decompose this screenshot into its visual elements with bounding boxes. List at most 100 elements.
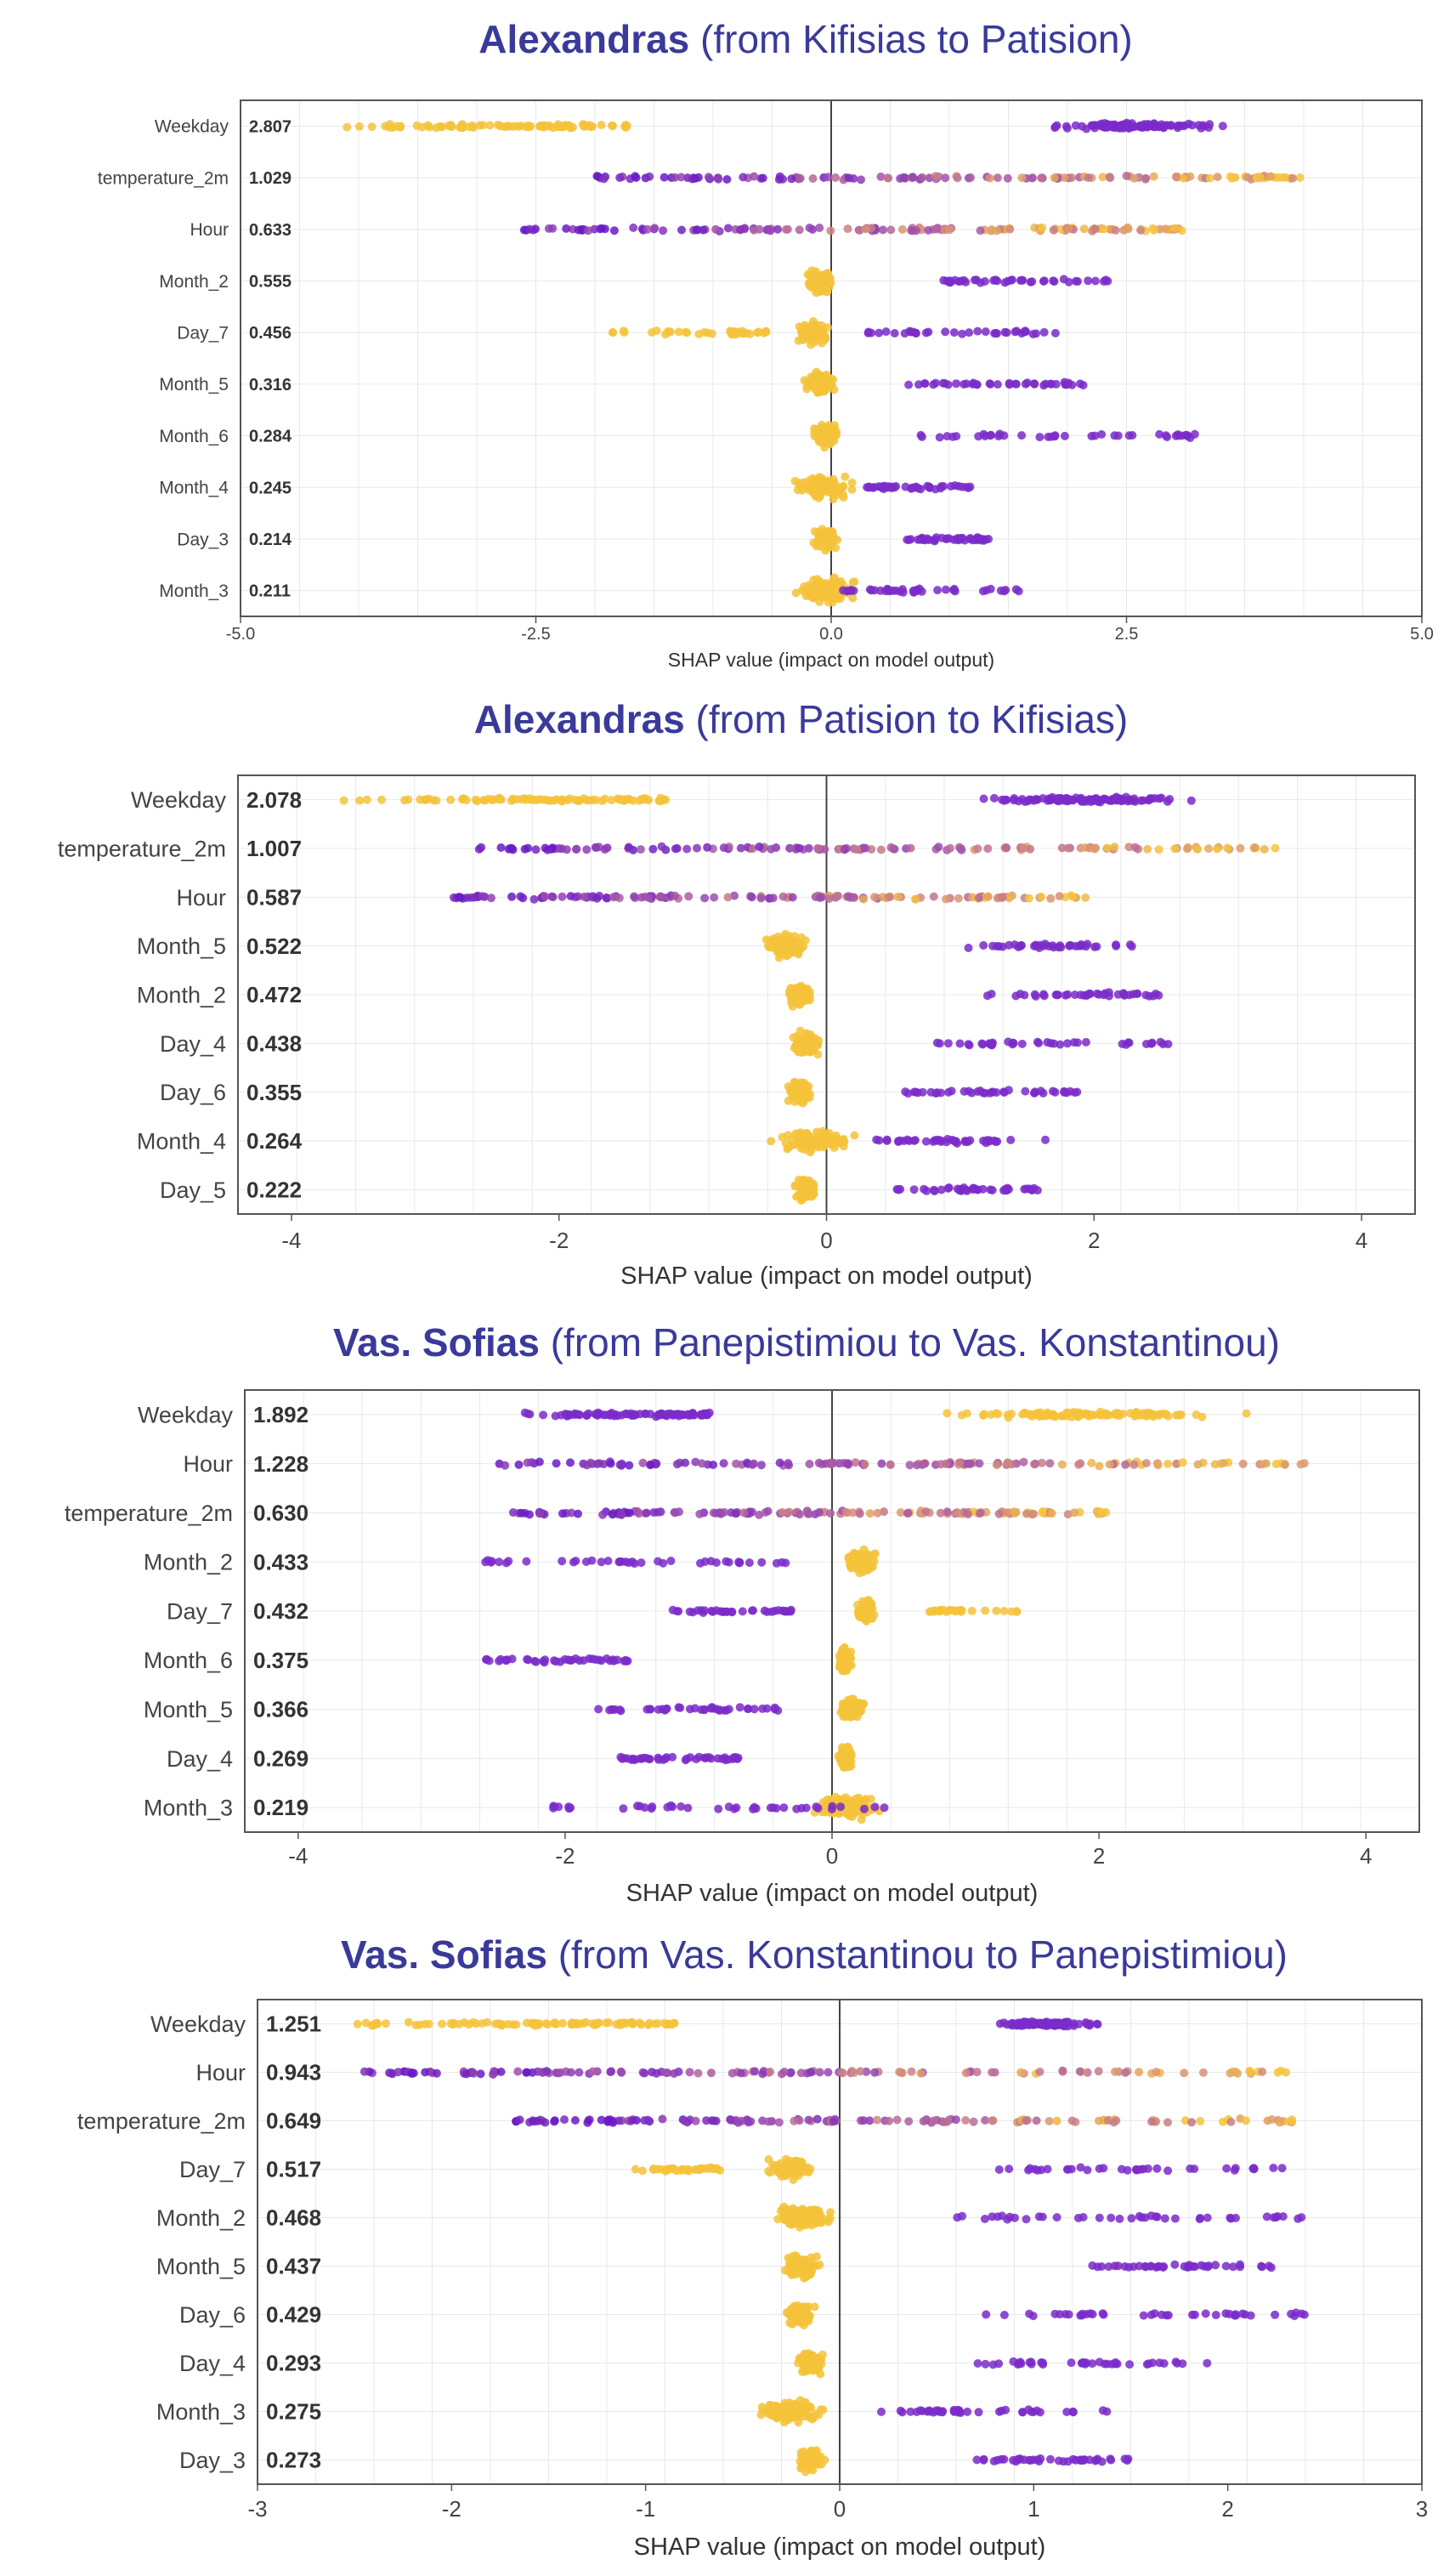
shap-point	[361, 2018, 371, 2028]
shap-point	[744, 1558, 754, 1568]
shap-point	[1183, 431, 1192, 440]
shap-point	[711, 1508, 721, 1518]
shap-point	[763, 224, 773, 234]
shap-point	[574, 1509, 582, 1518]
shap-point	[1183, 844, 1192, 854]
shap-point	[677, 173, 686, 182]
feature-row-Month_2	[803, 266, 1112, 298]
shap-point	[1067, 173, 1076, 182]
shap-point	[763, 941, 773, 950]
x-tick-label: 2	[1093, 1843, 1105, 1869]
shap-point	[631, 1410, 640, 1420]
chart-title-route: Vas. Sofias	[341, 1932, 547, 1977]
shap-point	[700, 1606, 709, 1615]
shap-point	[630, 892, 639, 901]
shap-point	[513, 2067, 523, 2076]
shap-point	[1062, 122, 1071, 131]
shap-point	[631, 1756, 640, 1765]
shap-point	[1271, 1460, 1281, 1468]
shap-point	[873, 1508, 882, 1518]
shap-point	[920, 1459, 930, 1468]
shap-point	[672, 1460, 682, 1469]
shap-point	[853, 1797, 863, 1807]
feature-importance: 1.892	[253, 1402, 309, 1427]
shap-point	[876, 172, 886, 181]
shap-point	[381, 2019, 390, 2028]
shap-point	[567, 2018, 576, 2028]
feature-label: Weekday	[155, 117, 229, 137]
chart-title-direction: (from Kifisias to Patision)	[689, 17, 1132, 61]
shap-point	[481, 1558, 490, 1567]
shap-point	[1077, 940, 1086, 949]
shap-point	[832, 587, 841, 596]
shap-point	[850, 1807, 859, 1816]
x-tick-label: 0	[820, 1228, 832, 1253]
shap-point	[835, 1795, 844, 1804]
shap-point	[1213, 844, 1221, 854]
shap-point	[1064, 224, 1073, 233]
shap-point	[981, 1606, 990, 1615]
x-tick-label: -2	[555, 1843, 575, 1869]
shap-point	[926, 483, 934, 492]
shap-point	[739, 1508, 749, 1518]
x-tick-label: -2.5	[521, 625, 550, 644]
shap-point	[1130, 843, 1140, 852]
shap-point	[599, 174, 609, 184]
shap-point	[999, 1607, 1009, 1615]
shap-point	[914, 380, 923, 389]
shap-point	[748, 1460, 757, 1469]
shap-point	[904, 380, 914, 389]
feature-importance: 0.555	[249, 272, 292, 291]
shap-point	[682, 1754, 691, 1763]
shap-point	[796, 1098, 806, 1107]
shap-point	[1093, 2020, 1102, 2029]
shap-point	[668, 1752, 677, 1762]
shap-point	[1024, 894, 1033, 903]
shap-point	[756, 1461, 766, 1470]
shap-point	[805, 1460, 814, 1468]
shap-point	[1003, 173, 1012, 183]
shap-point	[844, 892, 853, 901]
shap-point	[1128, 431, 1137, 440]
feature-importance: 0.269	[253, 1745, 309, 1771]
shap-point	[1141, 1459, 1151, 1468]
feature-row-temperature_2m	[474, 842, 1280, 854]
shap-point	[711, 224, 721, 234]
shap-point	[1009, 1507, 1018, 1517]
shap-point	[354, 122, 364, 131]
shap-point	[1266, 172, 1276, 181]
shap-point	[960, 1138, 970, 1147]
feature-row-Day_6	[784, 1077, 1082, 1108]
shap-point	[813, 1041, 823, 1050]
shap-point	[1149, 172, 1158, 181]
shap-point	[1062, 1410, 1072, 1420]
shap-point	[539, 795, 548, 804]
shap-point	[968, 893, 977, 902]
feature-label: temperature_2m	[58, 836, 226, 861]
feature-label: Day_4	[160, 1031, 226, 1057]
shap-point	[1035, 2018, 1045, 2028]
shap-point	[1178, 1458, 1187, 1467]
shap-point	[756, 894, 766, 903]
shap-point	[656, 892, 665, 901]
shap-point	[1067, 380, 1077, 389]
shap-point	[590, 2020, 599, 2029]
shap-point	[602, 894, 611, 903]
shap-point	[424, 2019, 433, 2028]
shap-point	[1141, 173, 1151, 183]
shap-point	[836, 1802, 846, 1812]
shap-point	[615, 1461, 625, 1469]
shap-point	[1003, 2020, 1011, 2029]
shap-point	[828, 1801, 837, 1811]
shap-point	[636, 845, 645, 854]
shap-point	[607, 1409, 616, 1417]
shap-point	[615, 173, 625, 182]
shap-point	[937, 1185, 946, 1194]
shap-point	[566, 892, 575, 901]
shap-point	[629, 223, 638, 232]
shap-point	[1071, 121, 1080, 130]
shap-point	[628, 1558, 637, 1566]
shap-point	[1227, 173, 1237, 183]
shap-point	[460, 2018, 469, 2027]
shap-point	[1154, 990, 1163, 1000]
